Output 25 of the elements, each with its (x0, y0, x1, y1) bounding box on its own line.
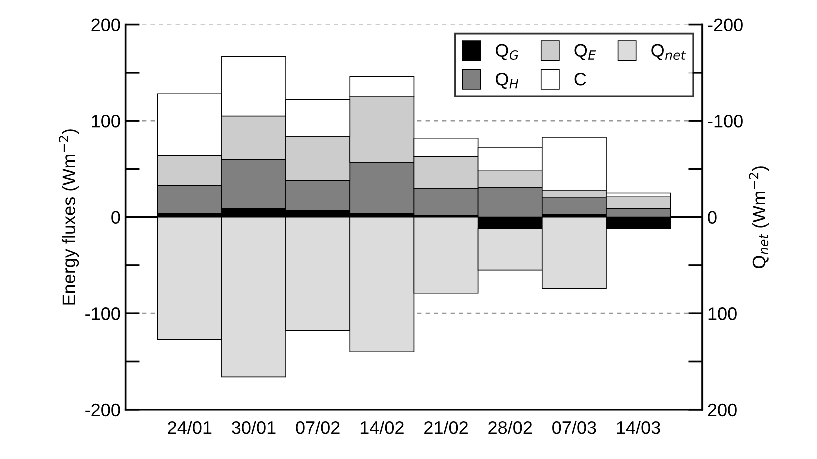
x-tick-label: 28/02 (488, 421, 532, 434)
y2-tick-label: -200 (708, 18, 743, 32)
y2-axis-title: Q$_{net}$ (Wm$^{−2}$) (749, 166, 770, 268)
x-tick-label: 21/02 (424, 421, 468, 434)
legend-label: Q$_{H}$ (496, 72, 519, 90)
y2-tick-label: -100 (708, 114, 743, 128)
legend-label: Q$_{G}$ (496, 44, 519, 60)
x-tick-label: 14/02 (360, 421, 404, 434)
x-tick-label: 07/03 (552, 421, 596, 434)
y-tick-label: -100 (86, 308, 120, 320)
y-tick-label: 0 (112, 211, 120, 224)
y-tick-label: 100 (92, 114, 120, 128)
legend-label: Q$_{E}$ (574, 44, 596, 60)
x-tick-label: 14/03 (617, 421, 660, 434)
y2-tick-label: 100 (708, 308, 737, 320)
y-tick-label: -200 (86, 404, 120, 417)
x-tick-label: 24/01 (168, 421, 212, 434)
x-tick-label: 30/01 (232, 421, 276, 434)
legend-label: Q$_{net}$ (652, 44, 686, 60)
y2-tick-label: 0 (708, 211, 717, 224)
y-tick-label: 200 (92, 18, 120, 32)
x-tick-label: 07/02 (296, 421, 340, 434)
y2-tick-label: 200 (708, 404, 737, 417)
y-axis-title: Energy fluxes (Wm$^{−2}$) (59, 130, 80, 305)
legend-label: C (574, 73, 586, 86)
